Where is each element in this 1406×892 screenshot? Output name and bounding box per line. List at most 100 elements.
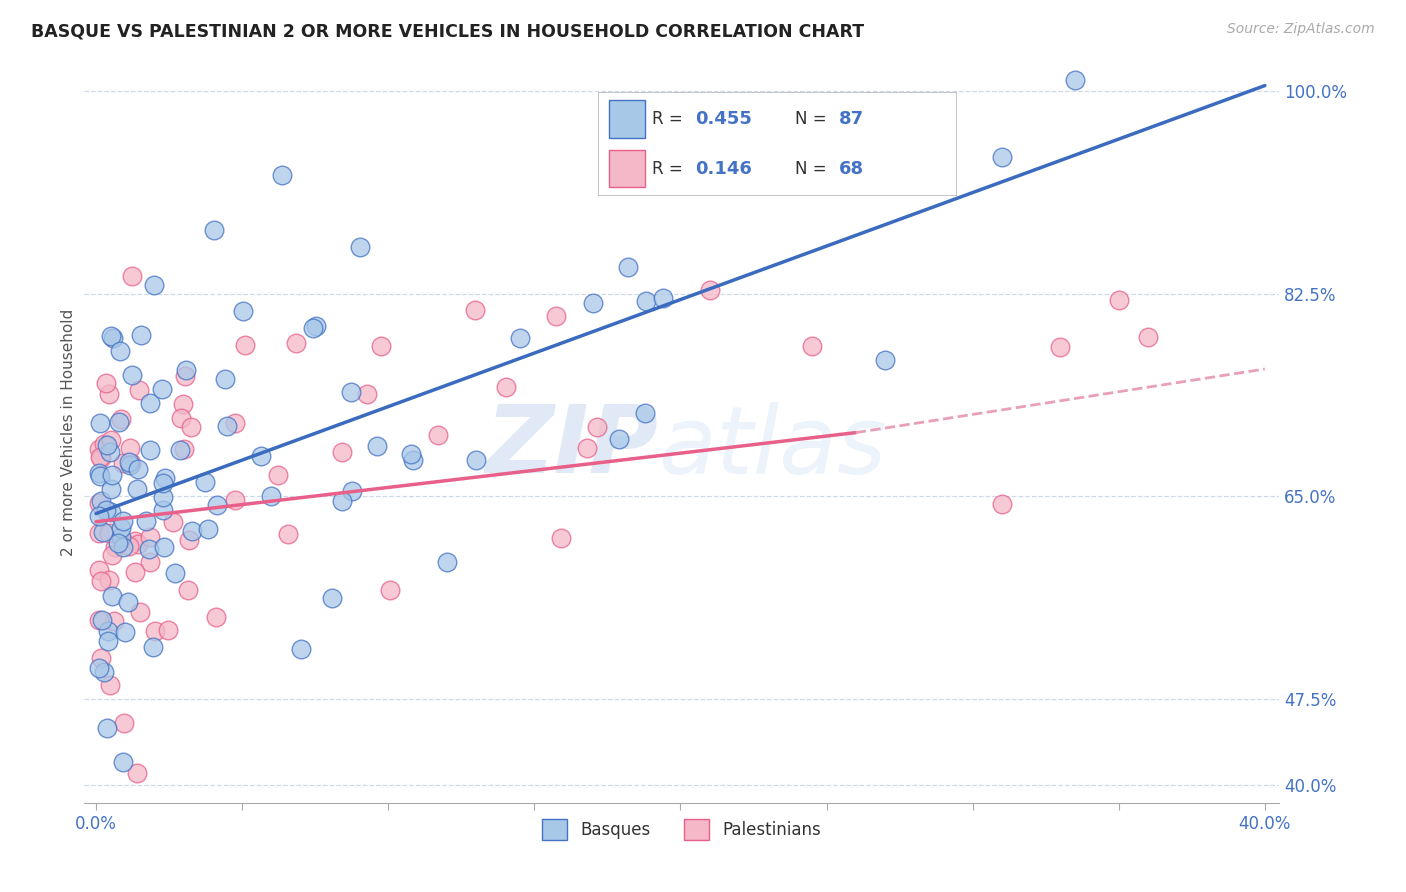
Point xyxy=(224,416,246,430)
Point xyxy=(652,291,675,305)
Point xyxy=(127,766,149,780)
Point xyxy=(98,678,121,692)
Point xyxy=(399,446,422,460)
Point xyxy=(330,493,353,508)
Point xyxy=(117,595,139,609)
Point xyxy=(139,555,162,569)
Point xyxy=(153,471,176,485)
Point xyxy=(89,469,111,483)
Point xyxy=(436,555,458,569)
Legend: Basques, Palestinians: Basques, Palestinians xyxy=(536,813,828,847)
Point xyxy=(153,540,176,554)
Point xyxy=(112,716,135,731)
Point xyxy=(356,387,378,401)
Point xyxy=(180,420,202,434)
Point xyxy=(90,650,112,665)
Point xyxy=(127,536,149,550)
Point xyxy=(103,331,125,345)
Point xyxy=(87,525,110,540)
Point xyxy=(509,331,531,345)
Point xyxy=(110,530,132,544)
Point xyxy=(139,396,162,410)
Point xyxy=(110,521,132,535)
Point xyxy=(87,442,110,457)
Point xyxy=(465,453,488,467)
Point xyxy=(340,483,363,498)
Point xyxy=(260,489,283,503)
Point xyxy=(266,468,288,483)
Point xyxy=(174,368,197,383)
Point xyxy=(124,534,146,549)
Point xyxy=(544,309,567,323)
Text: Source: ZipAtlas.com: Source: ZipAtlas.com xyxy=(1227,22,1375,37)
Point xyxy=(426,427,449,442)
Point xyxy=(174,363,197,377)
Point xyxy=(157,623,180,637)
Point xyxy=(97,624,120,638)
Point xyxy=(172,396,194,410)
Point xyxy=(94,502,117,516)
Point xyxy=(215,419,238,434)
Point xyxy=(204,222,226,236)
Point xyxy=(127,462,149,476)
Point xyxy=(177,582,200,597)
Point xyxy=(1064,72,1087,87)
Point xyxy=(1049,340,1071,354)
Point xyxy=(224,493,246,508)
Point xyxy=(576,442,599,456)
Point xyxy=(100,505,122,519)
Point xyxy=(120,441,142,455)
Point xyxy=(991,497,1014,511)
Point xyxy=(152,502,174,516)
Point xyxy=(321,591,343,605)
Point xyxy=(214,372,236,386)
Point xyxy=(108,416,131,430)
Point xyxy=(634,294,657,309)
Point xyxy=(101,467,124,482)
Point xyxy=(91,525,114,540)
Point xyxy=(290,642,312,657)
Point xyxy=(114,624,136,639)
Point xyxy=(107,536,129,550)
Point xyxy=(89,416,111,430)
Point xyxy=(96,438,118,452)
Point xyxy=(786,161,808,175)
Point xyxy=(607,432,630,446)
Point xyxy=(112,514,135,528)
Point xyxy=(87,496,110,510)
Point xyxy=(401,453,423,467)
Point xyxy=(101,590,124,604)
Point xyxy=(89,509,111,524)
Point xyxy=(111,540,134,554)
Point xyxy=(330,445,353,459)
Point xyxy=(305,318,328,333)
Point xyxy=(165,566,187,580)
Point xyxy=(873,353,896,368)
Point xyxy=(100,433,122,447)
Point xyxy=(181,524,204,538)
Point xyxy=(138,542,160,557)
Point xyxy=(634,407,657,421)
Point xyxy=(1136,330,1159,344)
Point xyxy=(1108,293,1130,307)
Point xyxy=(90,613,112,627)
Point xyxy=(170,411,193,425)
Point xyxy=(97,387,120,401)
Text: ZIP: ZIP xyxy=(485,401,658,493)
Point xyxy=(277,526,299,541)
Point xyxy=(124,566,146,580)
Point xyxy=(991,150,1014,164)
Point xyxy=(142,640,165,654)
Text: atlas: atlas xyxy=(658,402,886,493)
Point xyxy=(582,296,605,310)
Point xyxy=(699,283,721,297)
Point xyxy=(89,450,111,464)
Point xyxy=(103,615,125,629)
Point xyxy=(129,327,152,342)
Point xyxy=(96,721,118,735)
Point xyxy=(800,338,823,352)
Point xyxy=(285,335,308,350)
Point xyxy=(129,605,152,619)
Point xyxy=(249,450,271,464)
Point xyxy=(340,384,363,399)
